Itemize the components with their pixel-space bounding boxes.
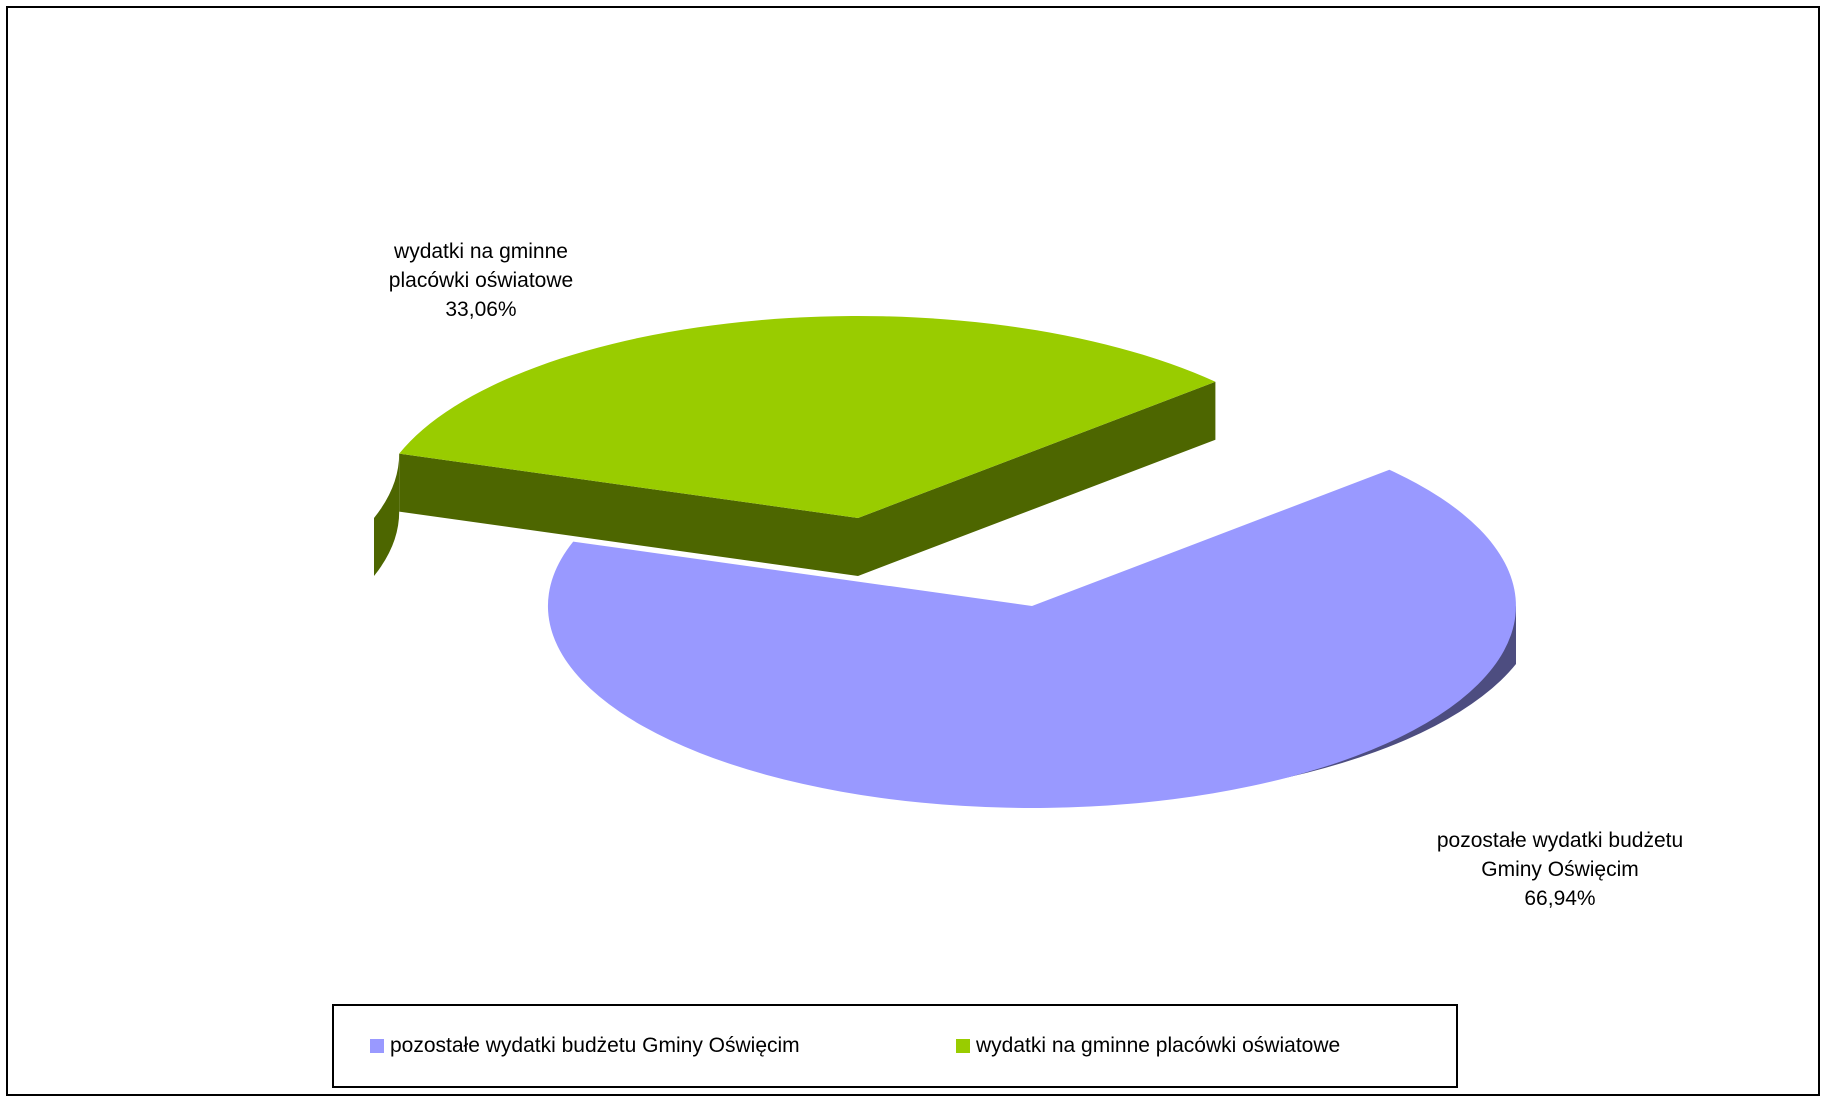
legend-label: pozostałe wydatki budżetu Gminy Oświęcim: [390, 1034, 800, 1057]
data-label-value: 66,94%: [1524, 887, 1596, 910]
legend-label: wydatki na gminne placówki oświatowe: [976, 1034, 1341, 1057]
pie-slice-pozostale-wydatki: [547, 469, 1516, 808]
chart-legend: pozostałe wydatki budżetu Gminy Oświęcim…: [332, 1004, 1458, 1088]
pie-slice-top-pozostale-wydatki: [547, 469, 1516, 808]
data-label-line: placówki oświatowe: [388, 269, 574, 292]
legend-swatch-icon: [956, 1039, 970, 1053]
data-label-line: pozostałe wydatki budżetu: [1436, 829, 1684, 852]
data-label-wydatki-na-placowki: wydatki na gminne placówki oświatowe 33,…: [389, 237, 573, 324]
pie-slice-top-wydatki-na-placowki: [399, 315, 1216, 518]
data-label-line: Gminy Oświęcim: [1481, 858, 1639, 881]
legend-item-pozostale-wydatki: pozostałe wydatki budżetu Gminy Oświęcim: [370, 1006, 800, 1086]
data-label-pozostale-wydatki: pozostałe wydatki budżetu Gminy Oświęcim…: [1437, 826, 1683, 913]
pie-slice-wydatki-na-placowki: [374, 315, 1216, 576]
legend-item-wydatki-na-placowki: wydatki na gminne placówki oświatowe: [956, 1006, 1340, 1086]
data-label-line: wydatki na gminne: [394, 240, 568, 263]
pie-slice-side-front-wydatki-na-placowki: [374, 453, 400, 576]
legend-swatch-icon: [370, 1039, 384, 1053]
pie-slice-side-cut-wydatki-na-placowki: [399, 381, 1216, 576]
data-label-value: 33,06%: [445, 298, 517, 321]
